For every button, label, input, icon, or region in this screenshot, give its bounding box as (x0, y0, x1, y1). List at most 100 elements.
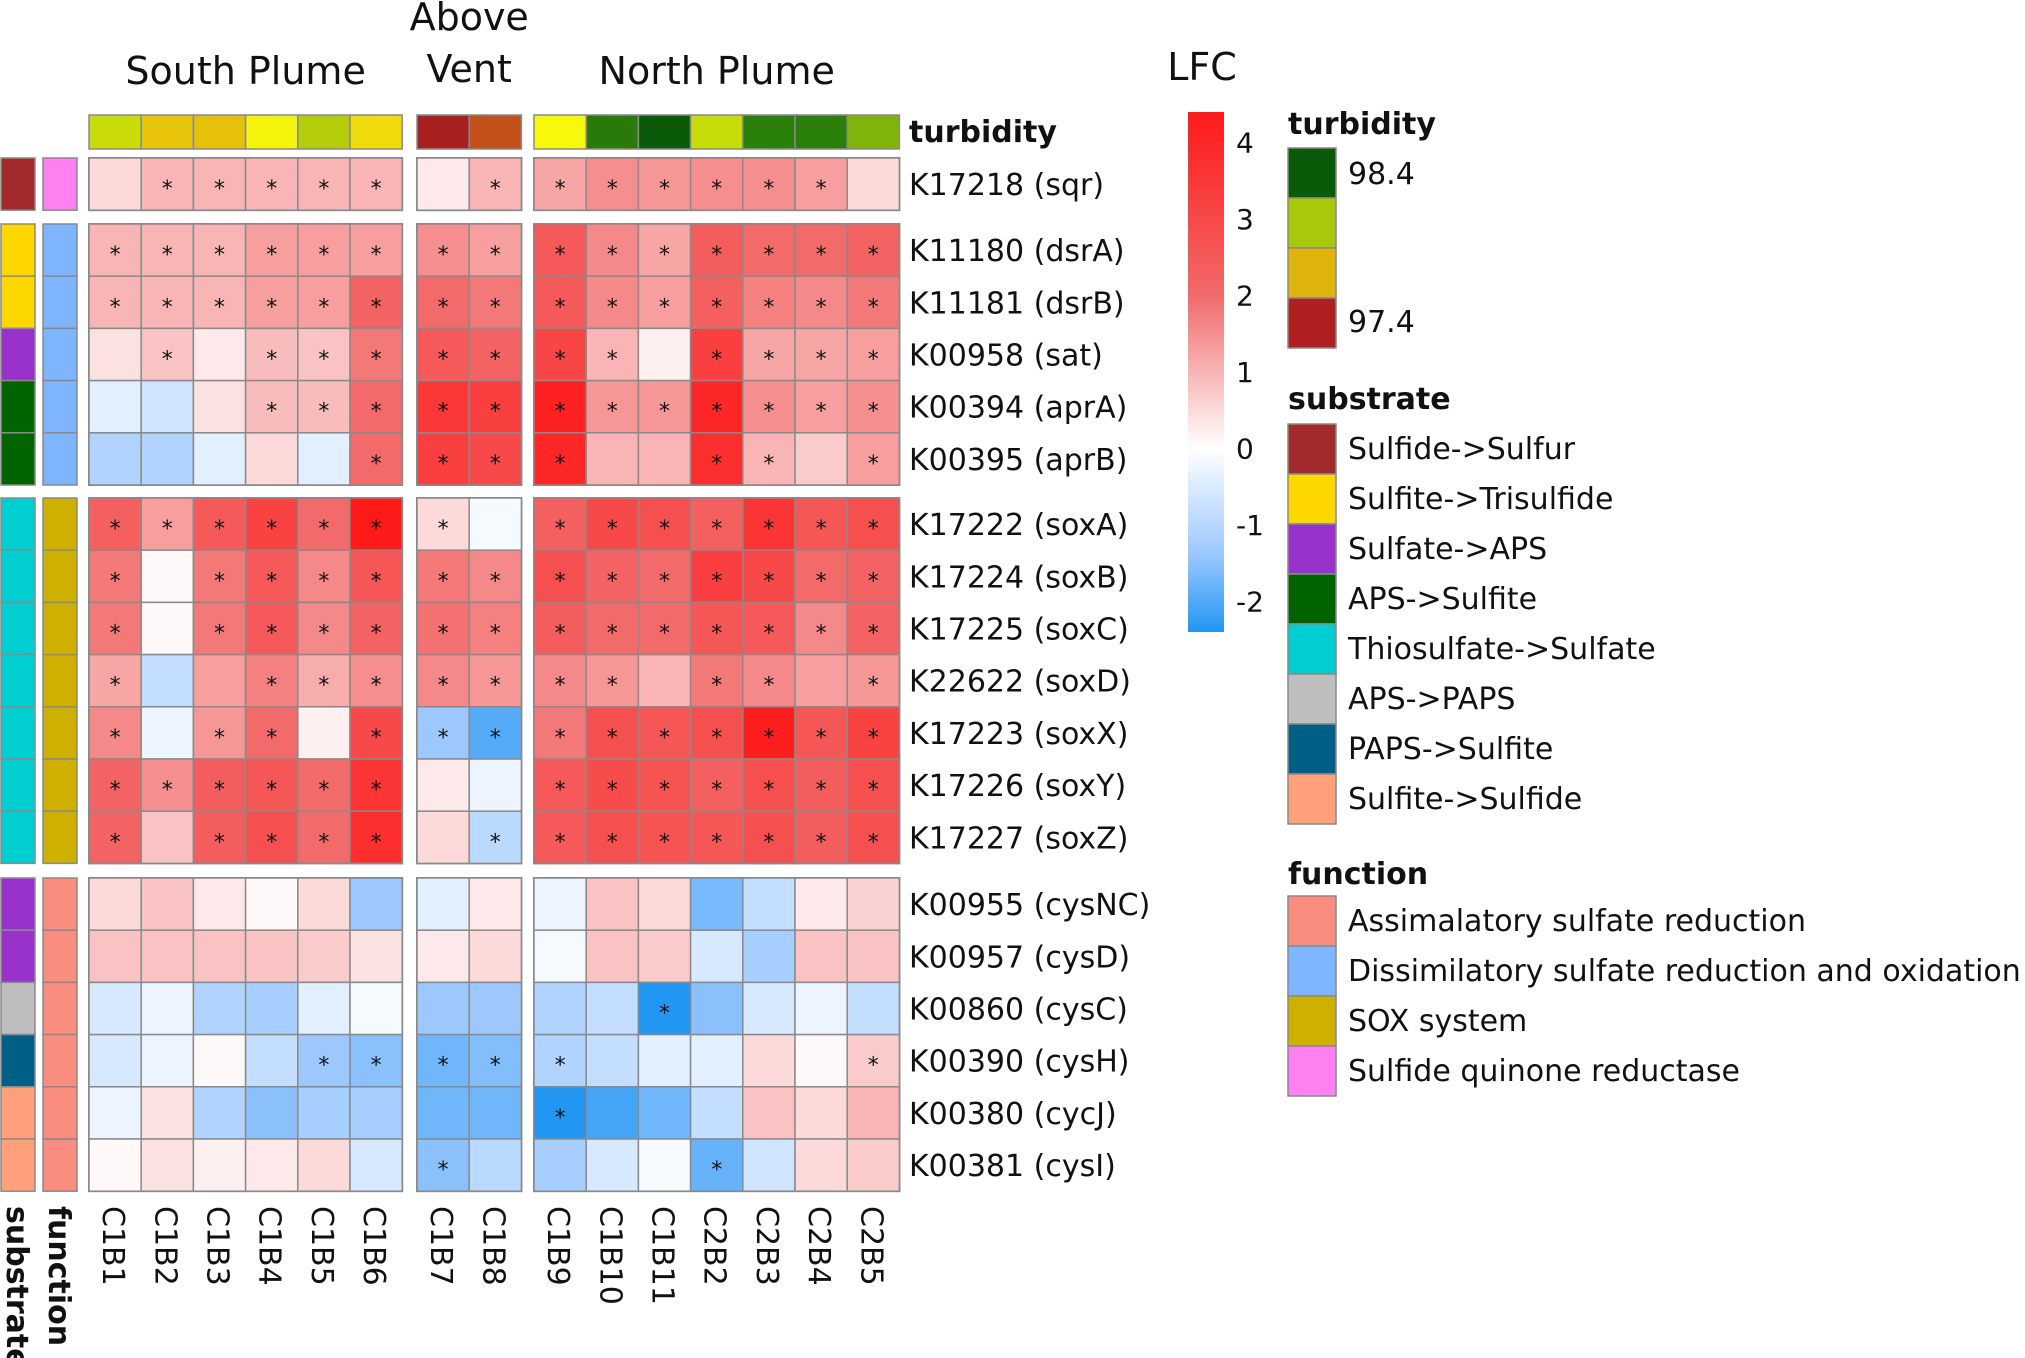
heatmap-cell (689, 758, 744, 812)
heatmap-cell (349, 601, 403, 656)
significance-marker: * (371, 348, 382, 373)
significance-marker: * (763, 674, 774, 699)
significance-marker: * (659, 243, 670, 268)
significance-marker: * (711, 622, 722, 647)
significance-marker: * (214, 177, 225, 202)
substrate-legend-swatch (1287, 573, 1337, 625)
significance-marker: * (607, 622, 618, 647)
significance-marker: * (110, 778, 121, 803)
heatmap-cell (468, 601, 523, 656)
row-label: K11181 (dsrB) (909, 286, 1125, 321)
substrate-annotation-cell (0, 877, 36, 931)
significance-marker: * (371, 778, 382, 803)
heatmap-cell (468, 379, 523, 434)
colorbar-tick-label: 3 (1236, 203, 1254, 236)
significance-marker: * (318, 622, 329, 647)
heatmap-cell (742, 157, 796, 211)
significance-marker: * (214, 778, 225, 803)
significance-marker: * (371, 177, 382, 202)
significance-marker: * (266, 778, 277, 803)
heatmap-cell (468, 497, 523, 551)
substrate-annotation-cell (0, 432, 36, 486)
heatmap-cell (637, 1033, 692, 1088)
heatmap-cell (585, 432, 640, 486)
heatmap-cell (742, 653, 796, 708)
column-label: C2B4 (801, 1206, 836, 1286)
heatmap-cell (88, 549, 142, 604)
heatmap-cell (689, 432, 744, 486)
function-annotation-cell (42, 810, 78, 865)
significance-marker: * (868, 726, 879, 751)
function-legend-label: Assimalatory sulfate reduction (1348, 904, 1806, 939)
heatmap-cell (794, 929, 848, 984)
turbidity-cell (88, 114, 142, 150)
heatmap-cell (416, 1086, 470, 1140)
heatmap-cell (140, 706, 195, 760)
significance-marker: * (438, 674, 449, 699)
significance-marker: * (318, 674, 329, 699)
heatmap-cell (192, 758, 247, 812)
heatmap-cell (416, 327, 470, 382)
significance-marker: * (438, 348, 449, 373)
colorbar-tick-label: -1 (1236, 509, 1264, 542)
row-label: K17227 (soxZ) (909, 821, 1128, 856)
significance-marker: * (816, 778, 827, 803)
heatmap-cell (846, 432, 901, 486)
substrate-legend-label: APS->Sulfite (1348, 582, 1537, 617)
turbidity-cell (533, 114, 587, 150)
heatmap-cell (689, 810, 744, 865)
heatmap-cell (349, 327, 403, 382)
heatmap-cell (533, 810, 587, 865)
heatmap-cell (468, 223, 523, 277)
significance-marker: * (438, 517, 449, 542)
heatmap-cell (637, 877, 692, 931)
significance-marker: * (371, 674, 382, 699)
heatmap-cell (637, 275, 692, 330)
heatmap-cell (349, 275, 403, 330)
significance-marker: * (763, 400, 774, 425)
significance-marker: * (266, 177, 277, 202)
turbidity-cell (794, 114, 848, 150)
heatmap-cell (416, 810, 470, 865)
significance-marker: * (659, 569, 670, 594)
heatmap-cell (637, 379, 692, 434)
heatmap-cell (297, 275, 351, 330)
heatmap-cell (468, 1138, 523, 1192)
function-annotation-cell (42, 327, 78, 382)
significance-marker: * (162, 177, 173, 202)
significance-marker: * (763, 622, 774, 647)
heatmap-cell (244, 981, 299, 1036)
row-label: K17226 (soxY) (909, 769, 1126, 804)
turbidity-legend-swatch (1287, 197, 1337, 249)
significance-marker: * (816, 348, 827, 373)
significance-marker: * (868, 295, 879, 320)
substrate-annotation-cell (0, 549, 36, 604)
heatmap-cell (585, 810, 640, 865)
function-annotation-cell (42, 379, 78, 434)
significance-marker: * (318, 400, 329, 425)
turbidity-legend-label: 98.4 (1348, 157, 1415, 192)
heatmap-cell (88, 1033, 142, 1088)
significance-marker: * (659, 622, 670, 647)
heatmap-cell (297, 327, 351, 382)
heatmap-cell (468, 981, 523, 1036)
heatmap-cell (244, 929, 299, 984)
significance-marker: * (555, 830, 566, 855)
significance-marker: * (266, 674, 277, 699)
significance-marker: * (555, 348, 566, 373)
heatmap-cell (416, 223, 470, 277)
heatmap-cell (140, 810, 195, 865)
heatmap-cell (585, 981, 640, 1036)
function-column-label: function (41, 1206, 76, 1346)
heatmap-cell (192, 706, 247, 760)
function-legend-swatch (1287, 995, 1337, 1047)
column-label: C1B7 (423, 1206, 458, 1286)
heatmap-cell (846, 706, 901, 760)
column-label: C1B3 (200, 1206, 235, 1286)
significance-marker: * (659, 1002, 670, 1027)
significance-marker: * (555, 726, 566, 751)
heatmap-cell (244, 1138, 299, 1192)
turbidity-cell (297, 114, 351, 150)
heatmap-cell (533, 1138, 587, 1192)
heatmap-cell (244, 223, 299, 277)
